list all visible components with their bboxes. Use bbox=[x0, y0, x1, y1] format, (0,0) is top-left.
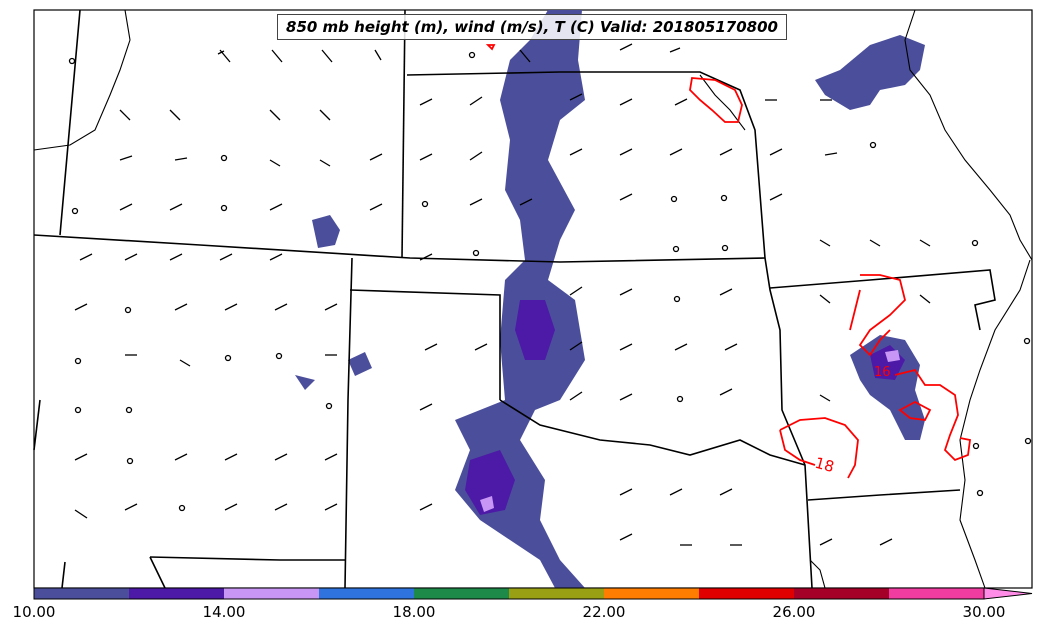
colorbar-segment bbox=[889, 588, 985, 599]
colorbar bbox=[33, 587, 1033, 600]
map-title: 850 mb height (m), wind (m/s), T (C) Val… bbox=[277, 14, 787, 40]
colorbar-tick-label: 30.00 bbox=[962, 603, 1006, 621]
contour-label-16: 16 bbox=[874, 365, 891, 380]
colorbar-tick-label: 14.00 bbox=[202, 603, 246, 621]
precip-core bbox=[465, 300, 905, 515]
state-boundaries bbox=[33, 9, 996, 589]
colorbar-segment bbox=[129, 588, 225, 599]
colorbar-segment bbox=[509, 588, 605, 599]
colorbar-tick-label: 10.00 bbox=[12, 603, 56, 621]
colorbar-segment bbox=[414, 588, 510, 599]
rivers bbox=[33, 9, 1033, 589]
temperature-contours bbox=[485, 44, 972, 479]
calm-markers bbox=[68, 51, 1032, 512]
wind-barbs bbox=[74, 43, 931, 546]
colorbar-extend-arrow bbox=[983, 587, 1033, 600]
colorbar-tick-label: 26.00 bbox=[772, 603, 816, 621]
precip-shading bbox=[295, 10, 925, 588]
colorbar-outline bbox=[33, 587, 985, 600]
colorbar-segment bbox=[319, 588, 415, 599]
colorbar-segment bbox=[604, 588, 700, 599]
colorbar-tick-label: 22.00 bbox=[582, 603, 626, 621]
contour-label-18: 18 bbox=[813, 454, 836, 476]
colorbar-segment bbox=[34, 588, 130, 599]
colorbar-segment bbox=[699, 588, 795, 599]
colorbar-tick-label: 18.00 bbox=[392, 603, 436, 621]
colorbar-segment bbox=[794, 588, 890, 599]
colorbar-segment bbox=[224, 588, 320, 599]
precip-light bbox=[480, 350, 900, 512]
